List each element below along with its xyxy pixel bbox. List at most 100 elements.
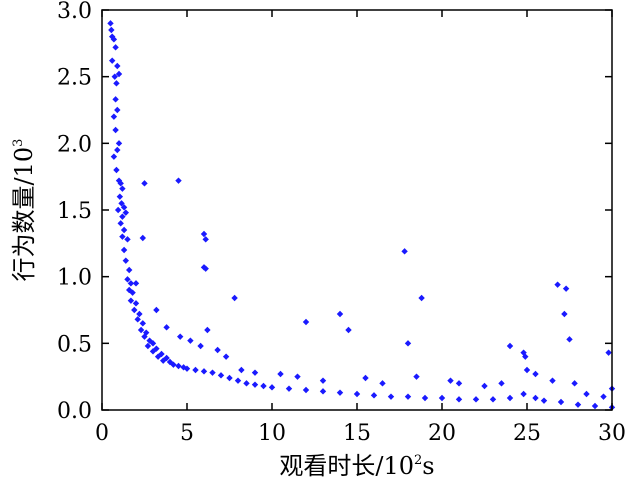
data-point	[108, 26, 115, 34]
y-axis-title: 行为数量/103	[10, 139, 38, 282]
data-point	[149, 348, 157, 355]
data-point	[118, 200, 125, 207]
data-point	[214, 346, 221, 354]
data-point	[277, 370, 284, 378]
data-point	[202, 265, 209, 272]
data-point	[413, 373, 420, 380]
data-point	[379, 380, 386, 387]
data-point	[107, 20, 114, 27]
data-point	[112, 44, 119, 51]
data-point	[158, 350, 165, 358]
data-point	[522, 353, 529, 360]
data-point	[112, 96, 119, 103]
data-point	[574, 401, 582, 408]
data-point	[144, 342, 152, 350]
data-point	[302, 386, 310, 394]
data-point	[418, 294, 425, 302]
data-point	[520, 390, 527, 398]
data-point	[127, 280, 135, 287]
data-point	[489, 396, 497, 403]
data-point	[154, 353, 162, 360]
data-point	[120, 204, 128, 211]
data-point	[506, 342, 514, 350]
x-tick-label: 5	[180, 421, 194, 446]
data-point	[353, 390, 361, 398]
data-point	[129, 289, 136, 296]
data-point	[251, 381, 259, 388]
data-point	[131, 306, 138, 314]
data-point	[605, 349, 612, 356]
data-point	[149, 340, 157, 347]
data-point	[124, 276, 131, 283]
data-point	[139, 234, 146, 242]
data-point	[438, 394, 446, 402]
y-tick-label: 3.0	[57, 0, 92, 24]
data-point	[336, 389, 344, 396]
data-point	[217, 372, 225, 379]
data-point	[114, 106, 121, 114]
data-points	[107, 20, 616, 411]
data-point	[175, 177, 182, 184]
data-point	[421, 394, 429, 402]
data-point	[110, 153, 118, 160]
data-point	[197, 342, 204, 350]
y-tick-label: 2.0	[57, 132, 92, 157]
data-point	[187, 337, 194, 344]
data-point	[114, 146, 121, 154]
data-point	[251, 369, 259, 376]
data-point	[566, 336, 573, 343]
data-point	[370, 392, 378, 399]
data-point	[554, 281, 561, 288]
data-point	[122, 257, 129, 264]
data-point	[175, 362, 182, 370]
data-point	[115, 140, 123, 147]
data-point	[120, 246, 128, 254]
data-point	[111, 73, 118, 80]
x-tick-label: 15	[343, 421, 371, 446]
data-point	[226, 374, 233, 382]
data-point	[387, 393, 395, 400]
data-point	[153, 306, 160, 314]
data-point	[200, 230, 208, 238]
data-point	[243, 380, 250, 387]
data-point	[141, 333, 148, 340]
data-point	[336, 310, 344, 318]
x-tick-label: 10	[258, 421, 286, 446]
data-point	[109, 57, 116, 64]
data-point	[319, 388, 327, 395]
data-point	[166, 358, 174, 366]
data-point	[532, 394, 539, 402]
data-point	[114, 206, 122, 214]
data-point	[498, 380, 505, 387]
data-point	[139, 320, 146, 327]
data-point	[119, 185, 126, 192]
data-point	[110, 113, 118, 120]
data-point	[345, 326, 352, 334]
y-tick-label: 1.5	[57, 199, 92, 224]
data-point	[109, 33, 116, 40]
data-point	[481, 382, 488, 390]
data-point	[113, 80, 120, 87]
data-point	[562, 285, 570, 292]
data-point	[200, 368, 208, 375]
x-tick-label: 20	[428, 421, 456, 446]
data-point	[126, 266, 133, 274]
data-point	[113, 166, 120, 174]
data-point	[506, 394, 514, 402]
data-point	[122, 209, 129, 216]
data-point	[202, 236, 209, 243]
data-point	[132, 300, 140, 307]
x-tick-label: 25	[513, 421, 541, 446]
data-point	[160, 357, 167, 364]
data-point	[222, 353, 230, 360]
data-point	[600, 393, 607, 400]
data-point	[447, 377, 454, 384]
data-point	[116, 193, 124, 200]
data-point	[557, 398, 565, 406]
data-point	[455, 396, 463, 403]
data-point	[231, 294, 238, 302]
y-tick-label: 0.5	[57, 332, 92, 357]
data-point	[404, 393, 412, 400]
data-point	[268, 384, 276, 391]
